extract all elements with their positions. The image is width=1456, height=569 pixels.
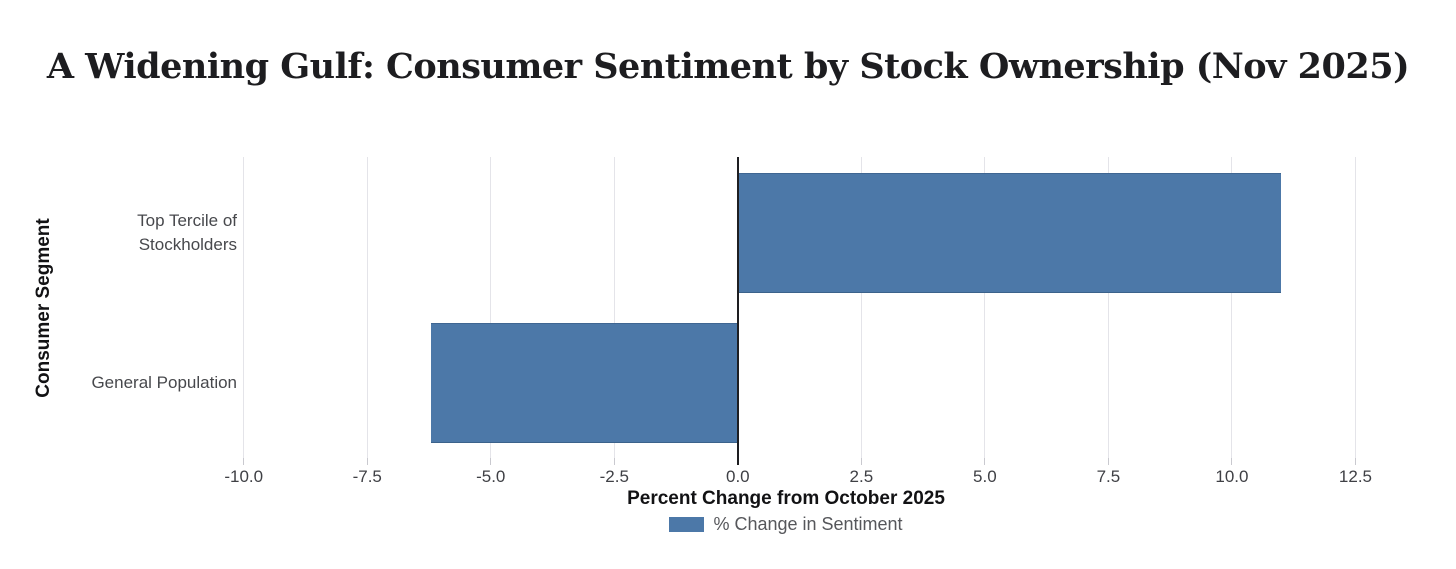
gridline	[613, 157, 615, 458]
gridline	[860, 157, 862, 458]
y-category-label: Top Tercile of Stockholders	[40, 209, 237, 257]
gridline	[984, 157, 986, 458]
gridline	[243, 157, 245, 458]
axis-tick	[1354, 458, 1356, 465]
axis-tick	[243, 458, 245, 465]
x-tick-label: 5.0	[973, 467, 997, 486]
gridline	[1107, 157, 1109, 458]
y-category-label: General Population	[40, 371, 237, 395]
y-category-label-line: Stockholders	[138, 235, 237, 254]
x-tick-label: 2.5	[849, 467, 874, 486]
axis-tick	[984, 458, 986, 465]
y-category-label-line: General Population	[91, 373, 237, 392]
gridline	[490, 157, 492, 458]
bar-top-tercile-of-stockholders	[737, 173, 1282, 293]
x-tick-label: 12.5	[1338, 467, 1373, 486]
axis-tick	[490, 458, 492, 465]
x-tick-label: -5.0	[476, 467, 506, 486]
y-category-label-line: Top Tercile of	[137, 211, 237, 230]
x-tick-label: -2.5	[599, 467, 629, 486]
gridline	[366, 157, 368, 458]
gridline	[1354, 157, 1356, 458]
zero-baseline	[736, 157, 739, 465]
axis-tick	[860, 458, 862, 465]
axis-tick	[366, 458, 368, 465]
x-tick-label: 10.0	[1215, 467, 1249, 486]
x-tick-label: 7.5	[1096, 467, 1121, 486]
x-tick-label: -7.5	[352, 467, 382, 486]
bar-general-population	[431, 323, 738, 443]
legend: % Change in Sentiment	[177, 514, 1395, 535]
axis-tick	[1107, 458, 1109, 465]
legend-swatch	[669, 517, 705, 532]
legend-label: % Change in Sentiment	[713, 514, 903, 534]
axis-tick	[613, 458, 615, 465]
x-tick-label: -10.0	[224, 467, 264, 486]
axis-tick	[1231, 458, 1233, 465]
chart-title: A Widening Gulf: Consumer Sentiment by S…	[46, 46, 1410, 87]
gridline	[1231, 157, 1233, 458]
x-axis-title: Percent Change from October 2025	[627, 488, 945, 509]
x-tick-label: 0.0	[725, 467, 750, 486]
